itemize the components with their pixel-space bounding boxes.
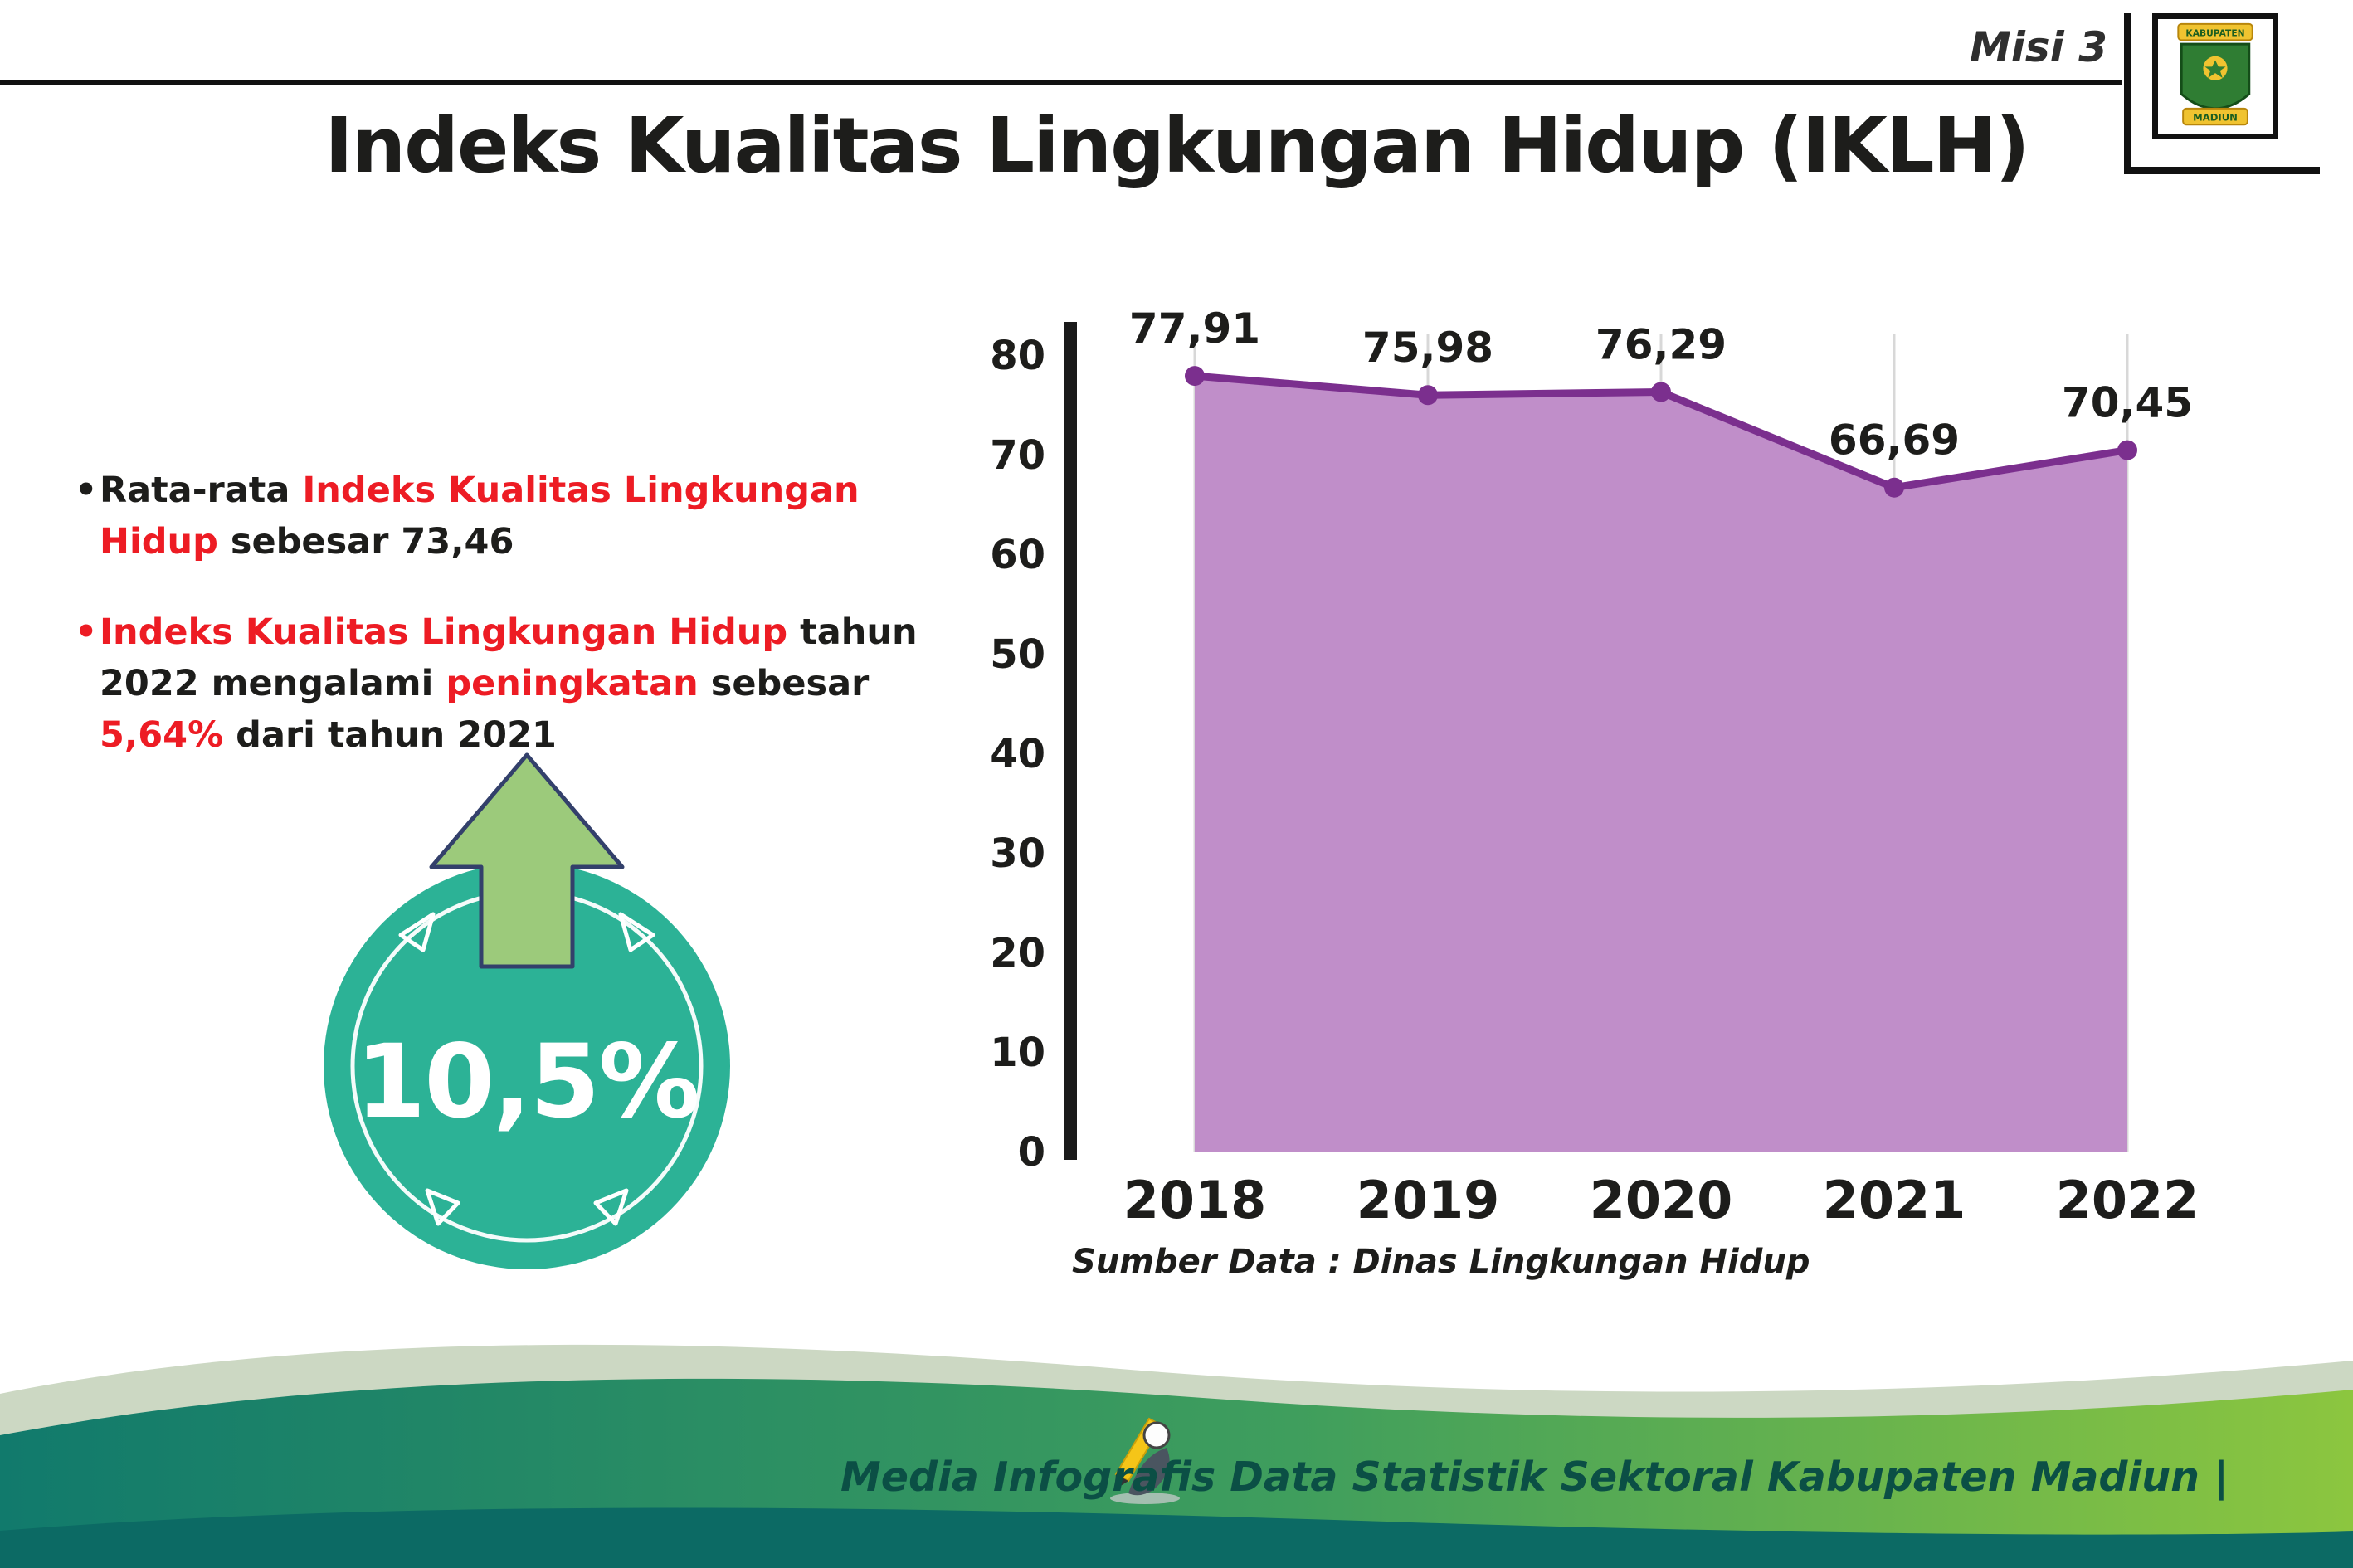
x-tick-label: 2021: [1823, 1170, 1966, 1230]
badge-value: 10,5%: [355, 1023, 699, 1141]
chart-source: Sumber Data : Dinas Lingkungan Hidup: [1072, 1243, 1810, 1281]
y-axis: [1064, 322, 1077, 1160]
ring-triangle-icon: [618, 912, 655, 952]
y-tick-label: 40: [990, 731, 1045, 777]
x-tick-label: 2019: [1357, 1170, 1500, 1230]
bullet-list: • Rata-rata Indeks Kualitas Lingkungan H…: [75, 465, 987, 800]
ring-triangle-icon: [398, 912, 436, 952]
kabupaten-madiun-crest-icon: KABUPATEN MADIUN: [2177, 22, 2253, 126]
y-tick-label: 50: [990, 631, 1045, 678]
logo-frame: KABUPATEN MADIUN: [2152, 13, 2278, 139]
crest-top-ribbon: [2177, 22, 2253, 41]
bullet-segment-highlight: 5,64%: [100, 714, 224, 757]
badge-circle-icon: [324, 863, 730, 1269]
mascot-shadow: [1110, 1493, 1180, 1504]
page-title: Indeks Kualitas Lingkungan Hidup (IKLH): [324, 101, 2029, 190]
bullet-segment: Rata-rata: [100, 470, 303, 511]
bullet-marker: •: [75, 611, 98, 653]
data-point: [2117, 440, 2137, 460]
bullet-segment: tahun 2022 mengalami: [100, 611, 918, 705]
iklh-area-chart: 77,91 75,98 76,29 66,69 70,45 0 10 20 30 40 50 60 70…: [990, 304, 2200, 1230]
bullet-segment-highlight: peningkatan: [446, 663, 699, 705]
bullet-item-increase: • Indeks Kualitas Lingkungan Hidup tahun…: [75, 606, 987, 762]
crest-star: [2204, 60, 2226, 78]
footer-credit: Media Infografis Data Statistik Sektoral…: [840, 1454, 2229, 1501]
mascot-body: [1128, 1448, 1170, 1496]
y-tick-label: 20: [990, 930, 1045, 976]
ring-triangle-icon: [425, 1188, 460, 1226]
footer-band-dark: [0, 1507, 2353, 1568]
x-tick-label: 2022: [2056, 1170, 2200, 1230]
bullet-segment: dari tahun 2021: [223, 714, 557, 757]
y-tick-label: 30: [990, 830, 1045, 877]
bullet-segment: sebesar 73,46: [217, 521, 514, 563]
data-point: [1418, 385, 1438, 406]
data-point: [1884, 477, 1904, 498]
pencil-tip: [1114, 1474, 1128, 1490]
x-tick-label: 2020: [1590, 1170, 1733, 1230]
area-fill: [1195, 376, 2127, 1152]
value-label: 76,29: [1595, 321, 1727, 369]
bullet-item-average: • Rata-rata Indeks Kualitas Lingkungan H…: [75, 465, 987, 568]
y-tick-label: 10: [990, 1030, 1045, 1076]
data-point: [1651, 382, 1671, 402]
increase-badge: 10,5%: [315, 743, 738, 1273]
bullet-segment: sebesar: [698, 663, 870, 705]
bullet-segment-highlight: Indeks Kualitas Lingkungan Hidup: [100, 470, 860, 563]
x-tick-label: 2018: [1123, 1170, 1267, 1230]
misi-label: Misi 3: [1970, 23, 2107, 71]
bullet-segment-highlight: Indeks Kualitas Lingkungan Hidup: [100, 611, 788, 653]
value-label: 66,69: [1829, 416, 1960, 465]
badge-graphic: [324, 752, 730, 1269]
chart-area: 77,91 75,98 76,29 66,69 70,45 0 10 20 30 40 50 60 70…: [971, 304, 2215, 1234]
crest-top-text: KABUPATEN: [2185, 27, 2244, 38]
y-tick-label: 60: [990, 532, 1045, 578]
y-tick-label: 80: [990, 333, 1045, 379]
y-tick-label: 0: [1018, 1129, 1045, 1176]
header-rule: [0, 80, 2122, 85]
logo-bracket-horizontal: [2124, 167, 2320, 174]
logo-bracket-vertical: [2124, 13, 2131, 174]
crest-bottom-text: MADIUN: [2193, 111, 2238, 123]
mascot-head: [1142, 1421, 1171, 1449]
bullet-marker: •: [75, 470, 98, 511]
value-label: 70,45: [2062, 379, 2193, 427]
increase-arrow-icon: [429, 752, 625, 969]
ring-triangle-icon: [593, 1188, 629, 1226]
footer-wave: [0, 1344, 2353, 1568]
value-label: 75,98: [1362, 324, 1493, 372]
data-point: [1185, 366, 1205, 387]
mascot-icon: [1110, 1417, 1180, 1504]
y-tick-label: 70: [990, 432, 1045, 479]
value-label: 77,91: [1129, 305, 1260, 353]
crest-bottom-ribbon: [2182, 107, 2248, 126]
